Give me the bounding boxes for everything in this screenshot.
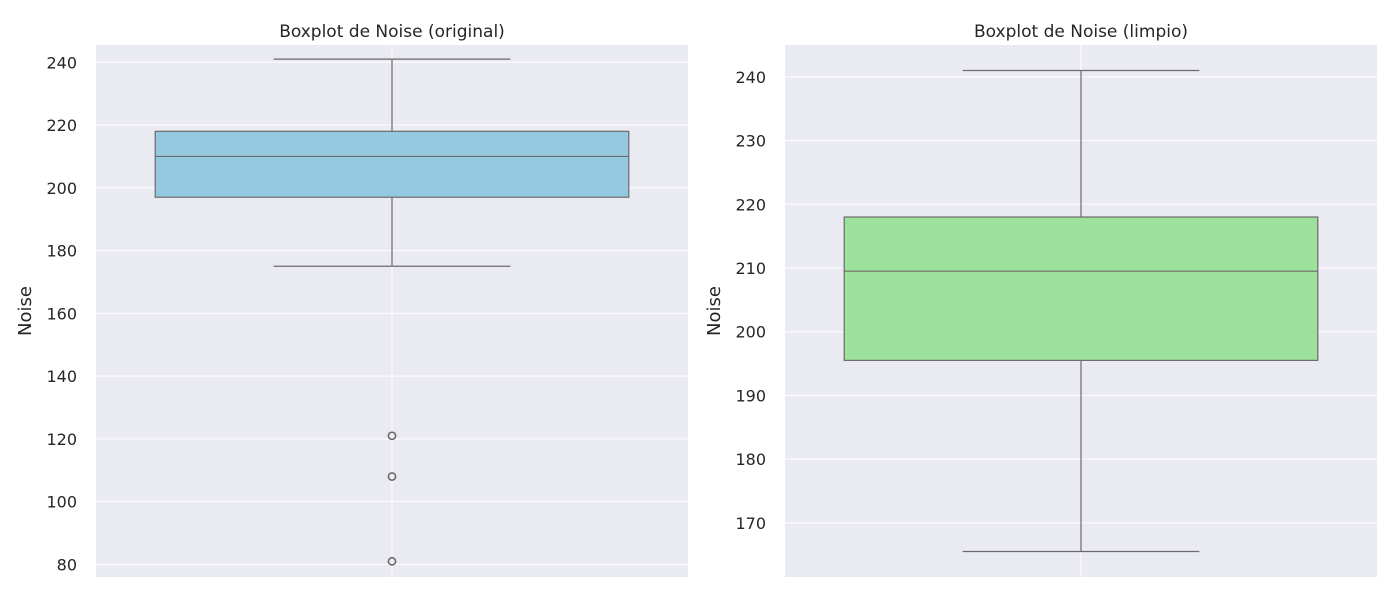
- y-tick-label: 170: [735, 514, 766, 533]
- y-tick-label: 220: [735, 195, 766, 214]
- box-iqr: [843, 216, 1319, 361]
- y-tick-label: 190: [735, 386, 766, 405]
- y-tick-label: 230: [735, 132, 766, 151]
- y-tick-label: 160: [46, 304, 77, 323]
- boxplot-limpio: [843, 69, 1319, 553]
- chart-title-original: Boxplot de Noise (original): [279, 22, 505, 42]
- chart-title-limpio: Boxplot de Noise (limpio): [974, 22, 1188, 42]
- y-ticks-limpio: 170 180 190 200 210 220 230 240: [735, 68, 766, 533]
- y-tick-label: 220: [46, 116, 77, 135]
- y-ticks-original: 80 100 120 140 160 180 200 220 240: [46, 53, 77, 574]
- y-tick-label: 200: [46, 179, 77, 198]
- y-tick-label: 80: [57, 555, 77, 574]
- outlier-point: [387, 556, 397, 566]
- y-tick-label: 140: [46, 367, 77, 386]
- y-tick-label: 210: [735, 259, 766, 278]
- y-tick-label: 200: [735, 323, 766, 342]
- boxplot-original: [154, 58, 630, 566]
- y-tick-label: 100: [46, 493, 77, 512]
- y-tick-label: 120: [46, 430, 77, 449]
- y-axis-label-original: Noise: [15, 286, 36, 336]
- y-tick-label: 240: [46, 53, 77, 72]
- outlier-point: [387, 431, 397, 441]
- y-axis-label-limpio: Noise: [704, 286, 725, 336]
- chart-original: 80 100 120 140 160 180 200 220 240 Boxplot de No…: [15, 22, 688, 577]
- chart-limpio: 170 180 190 200 210 220 230 240 Boxplot de Nois…: [704, 22, 1377, 577]
- box-iqr: [154, 130, 630, 198]
- y-tick-label: 180: [46, 242, 77, 261]
- outlier-point: [387, 472, 397, 481]
- y-tick-label: 240: [735, 68, 766, 87]
- y-tick-label: 180: [735, 450, 766, 469]
